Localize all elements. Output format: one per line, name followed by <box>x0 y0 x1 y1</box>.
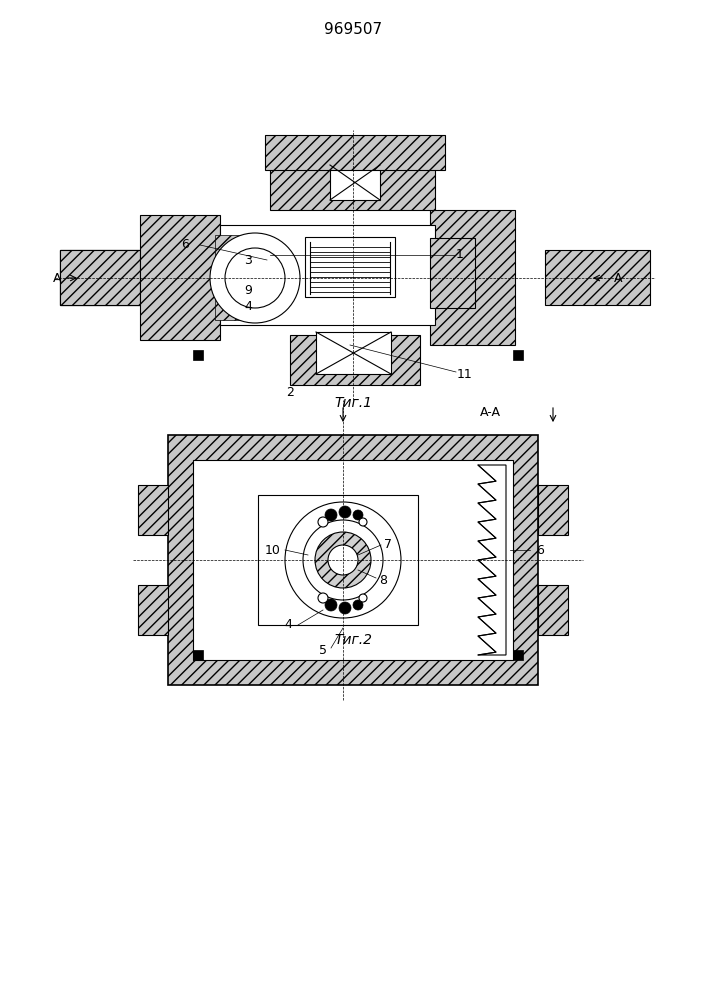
Bar <box>538 485 568 535</box>
Bar <box>265 135 445 170</box>
Bar <box>545 250 650 305</box>
Bar <box>140 215 220 340</box>
Bar <box>215 235 260 320</box>
Polygon shape <box>478 465 506 655</box>
Bar <box>220 238 270 308</box>
Bar <box>316 332 391 374</box>
Text: 7: 7 <box>384 538 392 552</box>
Circle shape <box>359 594 367 602</box>
Bar <box>193 650 203 660</box>
Circle shape <box>318 517 328 527</box>
Text: 5: 5 <box>319 644 327 656</box>
Text: A-A: A-A <box>479 406 501 418</box>
Circle shape <box>303 520 383 600</box>
Circle shape <box>210 233 300 323</box>
Text: 1: 1 <box>456 248 464 261</box>
Bar <box>513 650 523 660</box>
Circle shape <box>225 248 285 308</box>
Bar <box>513 350 523 360</box>
Circle shape <box>318 593 328 603</box>
Bar <box>270 165 435 210</box>
Text: 4: 4 <box>244 300 252 314</box>
Bar <box>268 260 286 290</box>
Text: 2: 2 <box>286 385 294 398</box>
Circle shape <box>353 510 363 520</box>
Bar <box>290 335 420 385</box>
Circle shape <box>285 502 401 618</box>
Bar <box>193 460 513 660</box>
Text: 3: 3 <box>244 253 252 266</box>
Circle shape <box>325 509 337 521</box>
Bar <box>538 585 568 635</box>
Text: 8: 8 <box>379 574 387 586</box>
Circle shape <box>339 602 351 614</box>
Bar <box>168 435 538 685</box>
Text: A: A <box>53 271 62 284</box>
Text: 4: 4 <box>284 618 292 632</box>
Text: 11: 11 <box>457 368 473 381</box>
Text: 6: 6 <box>181 238 189 251</box>
Circle shape <box>325 599 337 611</box>
Bar <box>60 250 140 305</box>
Text: 10: 10 <box>265 544 281 556</box>
Bar <box>258 495 418 625</box>
Circle shape <box>339 506 351 518</box>
Circle shape <box>359 518 367 526</box>
Bar <box>330 165 380 200</box>
Text: 969507: 969507 <box>324 22 382 37</box>
Bar <box>138 485 168 535</box>
Bar <box>430 238 475 308</box>
Text: 6: 6 <box>536 544 544 556</box>
Circle shape <box>315 532 371 588</box>
Text: A: A <box>614 271 622 284</box>
Text: Τиг.1: Τиг.1 <box>334 396 372 410</box>
Bar <box>220 225 435 325</box>
Bar <box>60 250 140 305</box>
Text: 9: 9 <box>244 284 252 296</box>
Bar <box>430 210 515 345</box>
Bar <box>193 350 203 360</box>
Circle shape <box>353 600 363 610</box>
Bar <box>305 237 395 297</box>
Circle shape <box>328 545 358 575</box>
Bar <box>138 585 168 635</box>
Text: Τиг.2: Τиг.2 <box>334 633 372 647</box>
Bar <box>60 250 140 305</box>
